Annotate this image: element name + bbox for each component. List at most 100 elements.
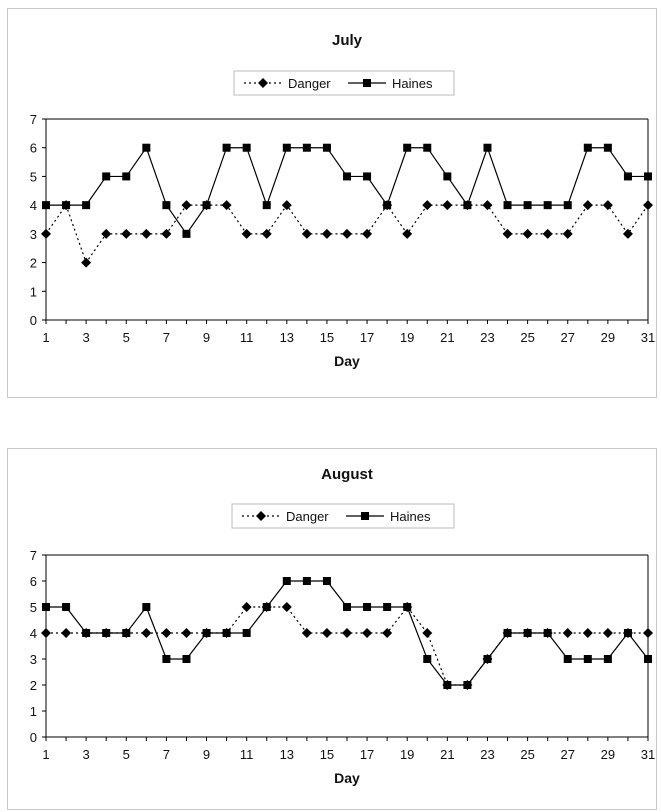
august-point-danger xyxy=(281,602,292,612)
august-point-haines xyxy=(603,655,612,663)
august-point-haines xyxy=(563,655,572,663)
july-point-danger xyxy=(542,228,553,239)
august-point-haines xyxy=(82,629,91,637)
august-y-tick-label: 7 xyxy=(30,548,37,563)
july-point-danger xyxy=(522,228,533,239)
july-point-danger xyxy=(161,228,172,239)
august-point-haines xyxy=(102,629,111,637)
july-x-tick-label: 19 xyxy=(400,330,414,345)
august-point-haines xyxy=(443,681,452,689)
august-point-haines xyxy=(222,629,231,637)
july-point-haines xyxy=(262,201,271,210)
august-y-tick-label: 4 xyxy=(30,626,37,641)
august-point-danger xyxy=(342,628,352,638)
july-point-haines xyxy=(483,143,492,152)
august-x-tick-label: 1 xyxy=(42,747,49,762)
august-chart-panel: August Danger Haines 0 1 2 3 4 5 6 7 1 3 5 7 9 11 13 15 17 1… xyxy=(7,448,657,810)
july-legend-label-danger: Danger xyxy=(288,76,331,91)
august-point-danger xyxy=(362,628,373,638)
july-point-haines xyxy=(644,172,652,181)
july-point-haines xyxy=(423,143,432,152)
july-point-danger xyxy=(321,228,332,239)
august-x-tick-label: 27 xyxy=(560,747,574,762)
july-point-danger xyxy=(442,200,453,211)
july-point-haines xyxy=(122,172,131,181)
august-point-haines xyxy=(322,577,331,585)
august-point-haines xyxy=(644,655,652,663)
july-point-danger xyxy=(362,228,373,239)
july-point-danger xyxy=(602,200,613,211)
july-point-haines xyxy=(242,143,251,152)
july-point-haines xyxy=(583,143,592,152)
july-point-haines xyxy=(443,172,452,181)
august-point-haines xyxy=(182,655,191,663)
august-point-haines xyxy=(302,577,311,585)
july-point-danger xyxy=(101,228,112,239)
july-y-tick-label: 2 xyxy=(30,256,37,271)
july-x-tick-label: 13 xyxy=(280,330,294,345)
july-x-tick-label: 1 xyxy=(42,330,49,345)
july-point-haines xyxy=(202,201,211,210)
july-point-haines xyxy=(543,201,552,210)
july-point-danger xyxy=(582,200,593,211)
august-point-haines xyxy=(543,629,552,637)
july-point-haines xyxy=(523,201,532,210)
july-point-haines xyxy=(162,201,171,210)
august-point-haines xyxy=(403,603,412,611)
july-point-haines xyxy=(302,143,311,152)
july-chart-panel: July Danger Haines 0 1 2 3 4 5 6 7 1 3 5 7 9 11 13 15 17 19 2… xyxy=(7,8,657,398)
august-series-haines xyxy=(42,577,652,689)
july-point-haines xyxy=(82,201,91,210)
july-point-danger xyxy=(241,228,252,239)
july-point-danger xyxy=(221,200,232,211)
july-point-haines xyxy=(403,143,412,152)
july-point-haines xyxy=(42,201,50,210)
july-y-tick-label: 7 xyxy=(30,112,37,127)
july-legend-marker-danger xyxy=(258,78,268,88)
july-legend-marker-haines xyxy=(363,79,371,87)
august-point-haines xyxy=(583,655,592,663)
july-point-haines xyxy=(62,201,71,210)
august-point-danger xyxy=(41,628,51,638)
august-x-axis-label: Day xyxy=(334,770,360,786)
july-point-haines xyxy=(623,172,632,181)
august-point-danger xyxy=(161,628,172,638)
july-point-haines xyxy=(222,143,231,152)
july-y-tick-label: 1 xyxy=(30,284,37,299)
july-y-tick-label: 3 xyxy=(30,227,37,242)
july-x-axis-label: Day xyxy=(334,353,360,369)
july-point-haines xyxy=(363,172,372,181)
july-point-haines xyxy=(503,201,512,210)
july-x-tick-label: 5 xyxy=(123,330,130,345)
july-point-danger xyxy=(402,228,413,239)
august-legend-label-haines: Haines xyxy=(390,509,431,524)
august-point-danger xyxy=(422,628,433,638)
august-point-haines xyxy=(162,655,171,663)
august-y-tick-label: 2 xyxy=(30,678,37,693)
july-x-tick-label: 15 xyxy=(320,330,334,345)
august-legend-marker-danger xyxy=(256,511,266,521)
august-point-haines xyxy=(343,603,351,611)
august-x-tick-label: 3 xyxy=(83,747,90,762)
august-point-danger xyxy=(141,628,152,638)
july-x-tick-label: 25 xyxy=(520,330,534,345)
july-y-tick-label: 0 xyxy=(30,313,37,328)
august-legend: Danger Haines xyxy=(231,503,455,529)
july-point-danger xyxy=(502,228,513,239)
july-point-danger xyxy=(643,200,653,211)
august-series-danger xyxy=(41,602,653,690)
july-point-haines xyxy=(322,143,331,152)
august-x-tick-label: 31 xyxy=(641,747,655,762)
july-point-danger xyxy=(622,228,633,239)
august-point-haines xyxy=(523,629,532,637)
july-point-haines xyxy=(102,172,111,181)
august-x-tick-label: 7 xyxy=(163,747,170,762)
july-point-haines xyxy=(603,143,612,152)
august-legend-label-danger: Danger xyxy=(286,509,329,524)
july-x-tick-label: 3 xyxy=(83,330,90,345)
july-y-tick-label: 5 xyxy=(30,169,37,184)
august-x-tick-label: 11 xyxy=(240,747,254,762)
july-point-danger xyxy=(422,200,433,211)
august-x-tick-label: 19 xyxy=(400,747,414,762)
